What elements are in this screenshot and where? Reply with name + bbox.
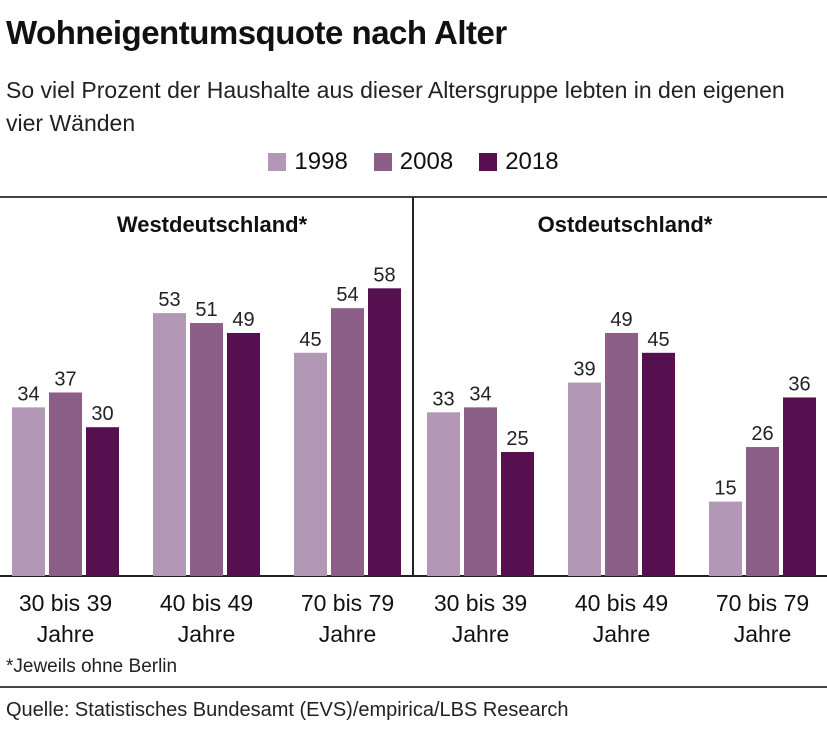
legend-label-2018: 2018	[505, 148, 559, 175]
data-label-p0-c0-2018: 30	[91, 403, 113, 425]
data-label-p0-c1-2018: 49	[232, 309, 254, 331]
bar-p0-c2-2018	[368, 288, 401, 576]
bar-p0-c1-2018	[227, 332, 260, 576]
data-label-p1-c2-2018: 36	[788, 373, 810, 395]
legend-label-2008: 2008	[399, 148, 454, 175]
bar-p0-c2-2008	[331, 308, 364, 576]
bar-p0-c2-1998	[294, 352, 327, 576]
bar-chart: Westdeutschland* Ostdeutschland* 3437303…	[0, 196, 827, 647]
bar-p1-c0-1998	[427, 412, 460, 576]
legend-swatch-2018	[479, 153, 498, 171]
bar-p1-c1-2008	[605, 332, 638, 576]
panel-title-east: Ostdeutschland*	[538, 212, 713, 237]
bars-layer: 34 37 30 30 bis 39 Jahre 53 51 49 40 bis 49 Jahre…	[12, 264, 816, 647]
data-label-p1-c0-2008: 34	[469, 383, 491, 405]
data-label-p0-c1-2008: 51	[195, 299, 217, 321]
bar-p1-c0-2008	[464, 407, 497, 576]
bar-p0-c1-1998	[153, 313, 186, 576]
data-label-p0-c0-2008: 37	[54, 368, 76, 390]
data-label-p1-c1-2018: 45	[647, 329, 669, 351]
legend-item-1998: 1998	[268, 148, 348, 176]
legend-swatch-1998	[268, 153, 287, 171]
bar-p1-c1-1998	[568, 382, 601, 576]
chart-area: Westdeutschland* Ostdeutschland* 34 37 30 3…	[0, 196, 827, 656]
bar-p0-c0-1998	[12, 407, 45, 576]
data-label-p1-c1-2008: 49	[610, 309, 632, 331]
source-divider	[0, 686, 827, 688]
data-label-p1-c1-1998: 39	[573, 359, 595, 381]
footnote: *Jeweils ohne Berlin	[6, 656, 178, 677]
panel-title-west: Westdeutschland*	[117, 212, 308, 237]
data-label-p0-c2-2018: 58	[373, 264, 395, 286]
bar-p0-c0-2018	[86, 427, 119, 576]
category-label-p1-c0: 30 bis 39 Jahre	[434, 590, 527, 647]
category-label-p0-c2: 70 bis 79 Jahre	[301, 590, 394, 647]
bar-p0-c0-2008	[49, 392, 82, 576]
bar-p1-c2-2008	[746, 447, 779, 576]
data-label-p0-c1-1998: 53	[158, 289, 180, 311]
bar-p1-c2-1998	[709, 501, 742, 576]
category-label-p1-c2: 70 bis 79 Jahre	[716, 590, 809, 647]
chart-subtitle: So viel Prozent der Haushalte aus dieser…	[6, 77, 785, 136]
chart-title: Wohneigentumsquote nach Alter	[6, 14, 507, 51]
data-label-p1-c0-2018: 25	[506, 428, 528, 450]
data-label-p1-c2-1998: 15	[714, 478, 736, 500]
legend-item-2018: 2018	[479, 148, 559, 176]
source-note: Quelle: Statistisches Bundesamt (EVS)/em…	[6, 699, 569, 721]
bar-p1-c1-2018	[642, 352, 675, 576]
category-label-p0-c0: 30 bis 39 Jahre	[19, 590, 112, 647]
data-label-p1-c0-1998: 33	[432, 388, 454, 410]
data-label-p0-c0-1998: 34	[17, 383, 39, 405]
data-label-p1-c2-2008: 26	[751, 423, 773, 445]
legend: 1998 2008 2018	[0, 148, 827, 176]
data-label-p0-c2-1998: 45	[299, 329, 321, 351]
bar-p0-c1-2008	[190, 323, 223, 576]
bar-p1-c2-2018	[783, 397, 816, 576]
data-label-p0-c2-2008: 54	[336, 284, 358, 306]
legend-item-2008: 2008	[373, 148, 454, 176]
category-label-p1-c1: 40 bis 49 Jahre	[575, 590, 668, 647]
legend-swatch-2008	[373, 153, 392, 171]
category-label-p0-c1: 40 bis 49 Jahre	[160, 590, 253, 647]
legend-label-1998: 1998	[294, 148, 348, 175]
bar-p1-c0-2018	[501, 452, 534, 576]
